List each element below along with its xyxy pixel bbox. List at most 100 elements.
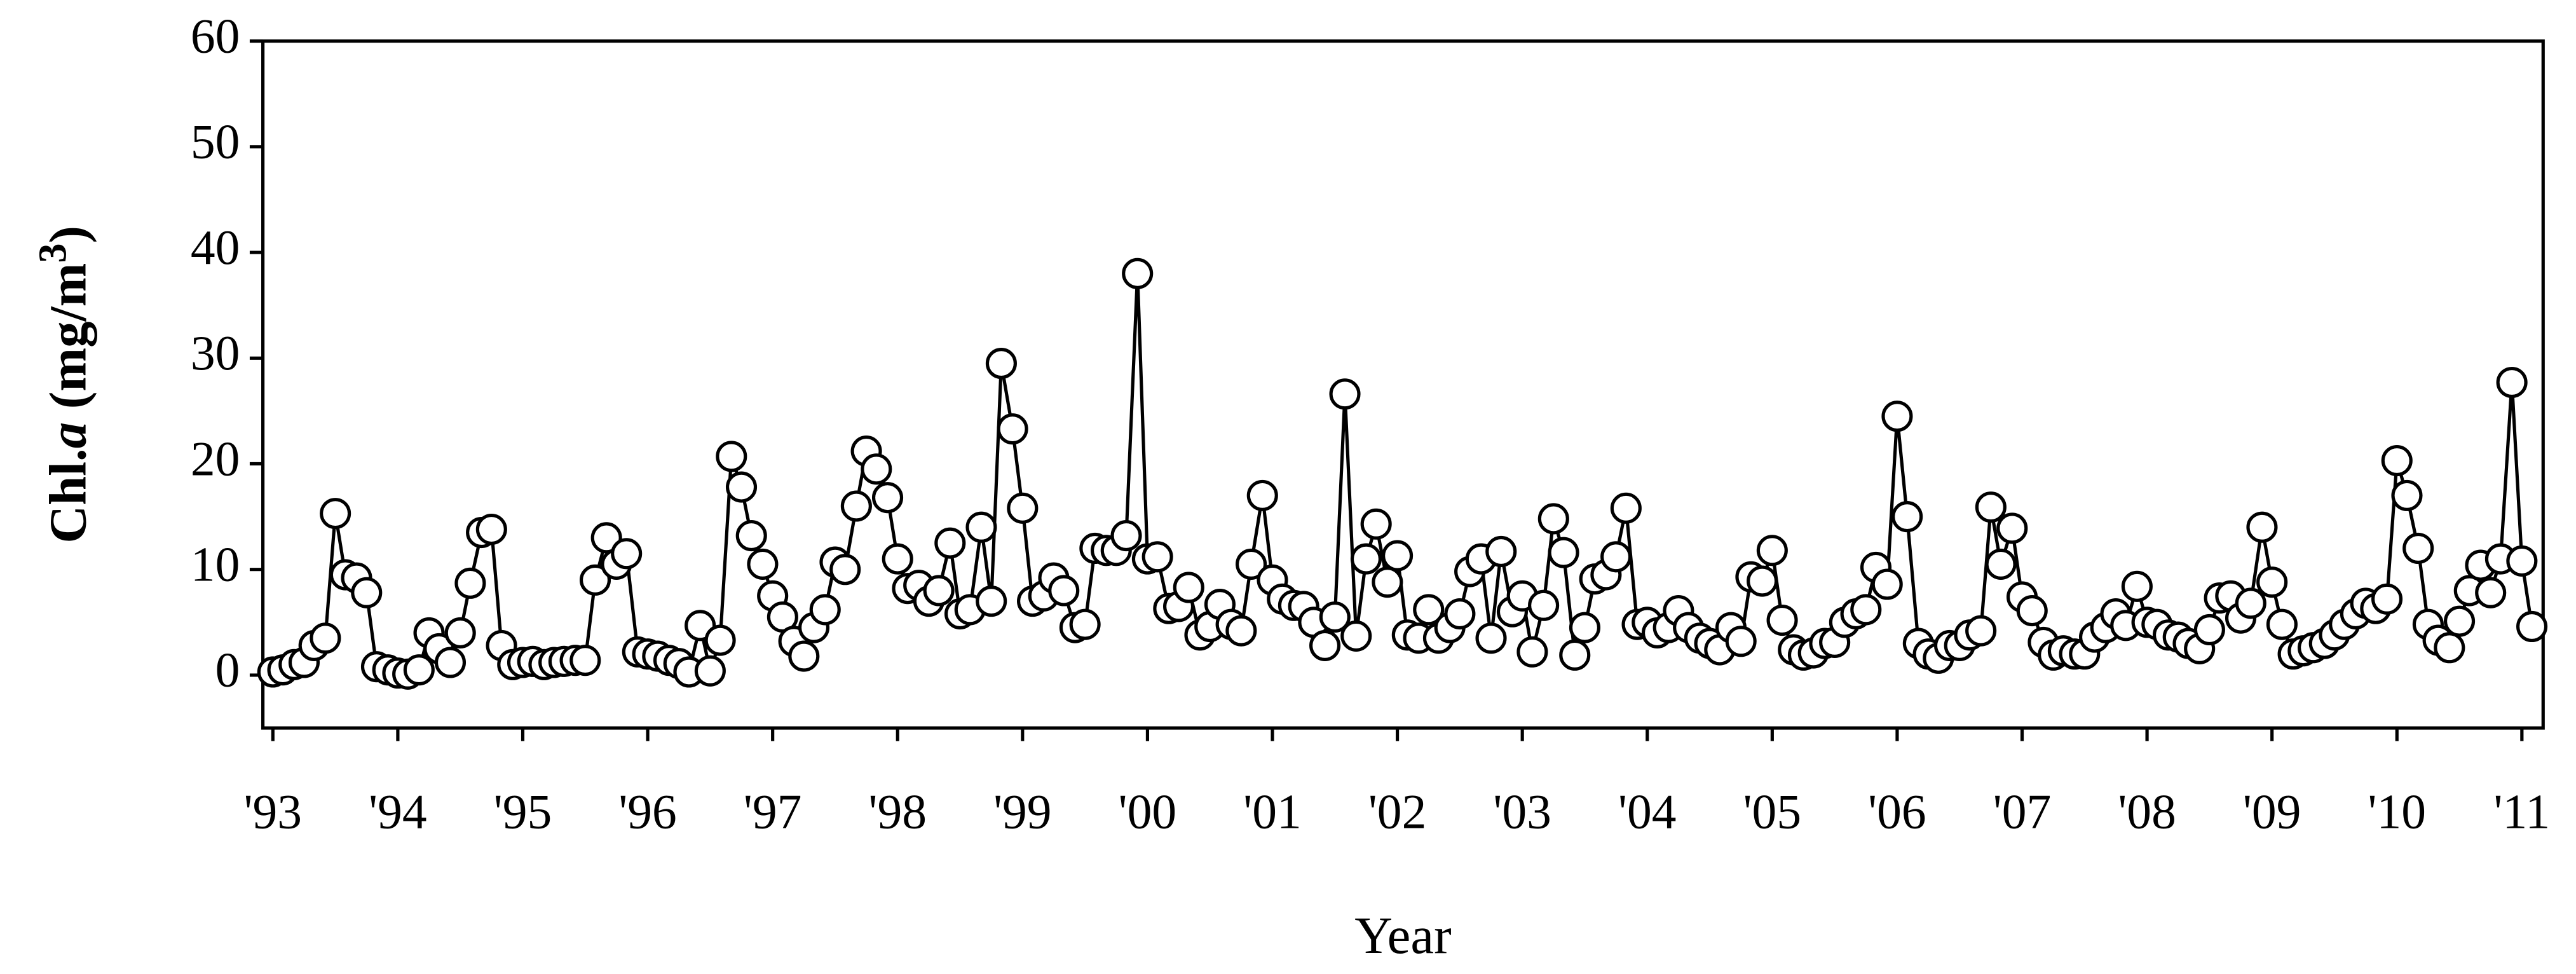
data-point (1996, 512, 2028, 544)
data-point (997, 413, 1028, 445)
data-point (1756, 535, 1788, 566)
data-point (1246, 479, 1278, 511)
y-tick-label: 20 (191, 431, 240, 486)
x-tick-label: '95 (494, 784, 552, 839)
data-point (1225, 615, 1257, 647)
data-point (611, 538, 643, 570)
x-tick-label: '97 (744, 784, 802, 839)
data-point (871, 482, 904, 514)
data-point (1528, 589, 1560, 621)
data-point (829, 554, 861, 586)
plot-frame (261, 39, 2545, 730)
x-tick-label: '10 (2368, 784, 2427, 839)
data-point (1110, 519, 1142, 552)
data-point (1236, 548, 1267, 580)
data-point (1766, 604, 1798, 636)
data-point (1975, 491, 2007, 523)
data-point (2516, 610, 2548, 643)
data-point (704, 624, 736, 656)
data-point (1319, 601, 1351, 633)
data-point (1122, 257, 1154, 289)
x-tick-label: '94 (369, 784, 427, 839)
data-point (1548, 537, 1579, 568)
data-point (1141, 541, 1173, 573)
y-tick-label: 0 (215, 643, 240, 697)
data-point (1610, 492, 1642, 524)
data-point (1329, 378, 1361, 410)
data-point (934, 527, 966, 559)
data-point (1850, 594, 1882, 626)
data-point (2506, 545, 2538, 577)
x-tick-label: '05 (1743, 784, 1802, 839)
data-point (1007, 492, 1039, 524)
x-tick-label: '11 (2494, 784, 2551, 839)
data-point (590, 522, 622, 554)
data-point (735, 519, 767, 552)
data-point (2496, 366, 2528, 399)
data-point (1537, 503, 1569, 535)
data-point (1413, 594, 1445, 626)
data-point (475, 514, 507, 545)
data-point (2381, 444, 2413, 477)
data-point (1891, 501, 1923, 533)
data-point (2475, 577, 2507, 608)
data-point (444, 617, 476, 649)
data-point (861, 453, 892, 485)
data-point (1871, 568, 1903, 600)
y-tick-label: 50 (191, 114, 240, 169)
data-point (434, 647, 467, 678)
y-axis-title-part: a (38, 422, 97, 448)
x-tick-label: '07 (1993, 784, 2052, 839)
data-point (788, 640, 820, 672)
data-point (2121, 570, 2153, 602)
data-point (976, 586, 1007, 617)
data-point (2266, 608, 2298, 640)
y-axis-title: Chl.a (mg/m3) (31, 226, 97, 544)
data-point (2444, 605, 2476, 637)
data-point (840, 490, 872, 522)
x-tick-label: '00 (1119, 784, 1177, 839)
data-point (1559, 639, 1591, 671)
y-tick-label: 10 (191, 537, 240, 592)
data-point (809, 594, 841, 626)
data-point (310, 622, 341, 654)
data-point (1985, 548, 2017, 580)
data-point (694, 655, 726, 687)
x-tick-label: '96 (618, 784, 677, 839)
data-point (1444, 598, 1476, 630)
data-point (1360, 508, 1392, 540)
data-point (1516, 636, 1548, 668)
data-point (1340, 620, 1372, 652)
y-tick-label: 60 (191, 8, 240, 63)
data-point (2402, 532, 2434, 565)
data-point (985, 348, 1017, 380)
data-point (1048, 575, 1080, 607)
data-point (579, 564, 611, 596)
data-point (1725, 626, 1757, 657)
data-point (1173, 572, 1204, 603)
y-axis-title-part: 3 (31, 244, 74, 263)
x-tick-label: '09 (2243, 784, 2301, 839)
data-point (1350, 543, 1382, 575)
data-point (2235, 587, 2266, 619)
x-tick-label: '06 (1868, 784, 1926, 839)
data-point (2016, 594, 2048, 627)
x-tick-label: '01 (1243, 784, 1302, 839)
y-tick-label: 40 (191, 220, 240, 275)
data-point (1475, 622, 1507, 654)
x-tick-label: '08 (2118, 784, 2176, 839)
y-axis-title-part: ) (38, 226, 97, 244)
data-point (2246, 511, 2278, 543)
data-point (2193, 614, 2225, 646)
data-point (725, 471, 758, 503)
y-axis-title-part: (mg/m (38, 263, 97, 422)
data-point (1309, 629, 1341, 661)
data-point (2434, 632, 2465, 664)
data-point (1747, 565, 1778, 597)
x-tick-label: '98 (868, 784, 927, 839)
data-point (569, 645, 601, 676)
data-point (882, 543, 913, 575)
data-point (2256, 566, 2288, 598)
